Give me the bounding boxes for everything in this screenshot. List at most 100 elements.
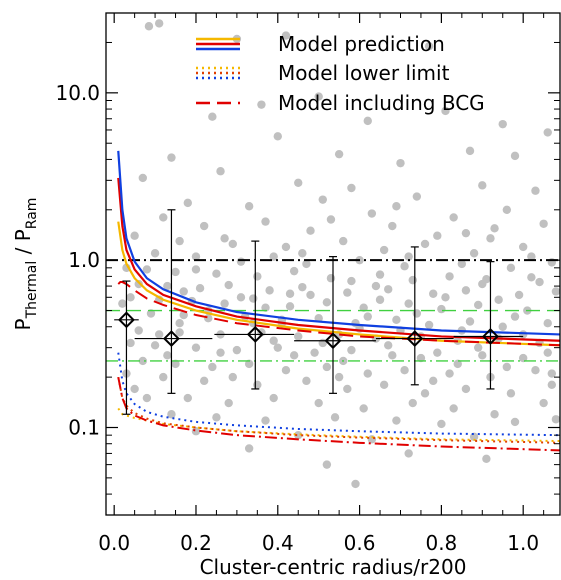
scatter-point-208 [535, 277, 544, 287]
scatter-point-25 [183, 198, 193, 208]
legend-label-2: Model including BCG [278, 91, 485, 115]
scatter-point-227 [547, 369, 557, 378]
scatter-point-36 [433, 231, 442, 240]
scatter-point-42 [281, 242, 291, 252]
diamond-marker-5 [482, 328, 499, 345]
scatter-point-226 [416, 353, 426, 363]
x-tick-label-1: 0.2 [180, 531, 212, 555]
scatter-point-130 [281, 366, 291, 375]
scatter-point-154 [449, 404, 458, 413]
scatter-point-77 [429, 289, 438, 298]
scatter-point-176 [392, 202, 401, 211]
binned-point-3 [294, 256, 376, 394]
scatter-point-139 [253, 380, 262, 389]
plot-frame [105, 12, 561, 516]
scatter-point-95 [204, 314, 213, 323]
scatter-point-76 [384, 285, 393, 294]
scatter-point-213 [347, 276, 356, 286]
scatter-point-37 [490, 224, 499, 233]
scatter-point-203 [502, 362, 512, 372]
scatter-point-63 [326, 274, 336, 283]
y-tick-label-0: 0.1 [68, 416, 100, 440]
scatter-point-132 [363, 369, 372, 378]
scatter-point-61 [253, 272, 262, 281]
scatter-point-47 [518, 242, 528, 252]
scatter-point-175 [326, 215, 336, 224]
binned-points [114, 209, 524, 415]
scatter-point-45 [420, 239, 430, 249]
scatter-point-17 [167, 153, 176, 162]
scatter-point-219 [518, 330, 528, 339]
scatter-point-54 [400, 262, 409, 271]
scatter-point-151 [314, 398, 323, 408]
scatter-point-143 [420, 389, 430, 398]
scatter-point-19 [294, 178, 303, 187]
scatter-point-62 [289, 266, 299, 276]
scatter-point-121 [347, 345, 356, 355]
scatter-point-148 [183, 393, 193, 403]
scatter-point-109 [294, 332, 303, 341]
scatter-point-215 [216, 348, 225, 357]
scatter-point-146 [547, 380, 557, 389]
scatter-point-71 [195, 283, 205, 293]
scatter-point-75 [343, 288, 352, 297]
scatter-point-100 [392, 315, 401, 325]
scatter-point-222 [371, 281, 381, 291]
diamond-marker-0 [118, 311, 135, 329]
scatter-point-179 [236, 293, 246, 302]
scatter-point-127 [171, 359, 180, 369]
scatter-point-8 [314, 92, 323, 101]
scatter-point-101 [424, 320, 434, 330]
scatter-point-155 [490, 410, 499, 419]
scatter-point-123 [433, 348, 442, 357]
scatter-point-46 [469, 249, 479, 258]
scatter-point-9 [363, 116, 372, 126]
scatter-point-126 [138, 356, 148, 366]
scatter-point-187 [179, 287, 188, 296]
scatter-point-152 [359, 404, 368, 413]
scatter-point-89 [404, 299, 413, 308]
scatter-point-49 [191, 252, 201, 261]
scatter-point-91 [473, 300, 483, 310]
scatter-point-78 [461, 286, 471, 295]
scatter-point-27 [318, 195, 327, 204]
scatter-point-50 [236, 257, 246, 266]
scatter-point-124 [478, 351, 487, 360]
scatter-point-189 [375, 295, 385, 304]
scatter-point-210 [298, 249, 307, 258]
scatter-point-129 [244, 359, 254, 369]
scatter-point-178 [527, 252, 536, 261]
scatter-point-201 [334, 372, 344, 382]
scatter-point-180 [306, 290, 315, 300]
scatter-point-163 [510, 417, 520, 427]
scatter-point-34 [306, 226, 315, 235]
scatter-point-206 [363, 312, 372, 321]
scatter-point-157 [167, 410, 176, 419]
scatter-point-52 [302, 259, 311, 269]
scatter-point-11 [465, 146, 475, 156]
model-curve-solid-2 [117, 150, 560, 336]
scatter-point-90 [437, 304, 446, 314]
scatter-point-86 [285, 302, 295, 311]
y-axis-label-sep: / [11, 241, 35, 260]
y-axis-label-main2: P [11, 229, 35, 241]
scatter-point-31 [159, 213, 168, 222]
scatter-point-29 [449, 213, 458, 222]
scatter-point-159 [261, 416, 270, 425]
scatter-point-28 [367, 209, 377, 218]
scatter-point-153 [408, 398, 417, 408]
scatter-point-93 [146, 309, 156, 318]
scatter-point-84 [220, 299, 229, 308]
scatter-point-207 [441, 293, 450, 302]
legend-label-0: Model prediction [278, 32, 445, 56]
scatter-point-44 [379, 245, 389, 255]
scatter-point-116 [150, 341, 160, 350]
x-axis-label: Cluster-centric radius/r200 [200, 555, 467, 579]
scatter-point-205 [269, 336, 278, 345]
scatter-point-169 [244, 444, 254, 453]
scatter-point-10 [441, 106, 450, 116]
scatter-point-212 [486, 234, 495, 243]
scatter-point-64 [375, 270, 385, 279]
scatter-point-41 [228, 239, 237, 249]
